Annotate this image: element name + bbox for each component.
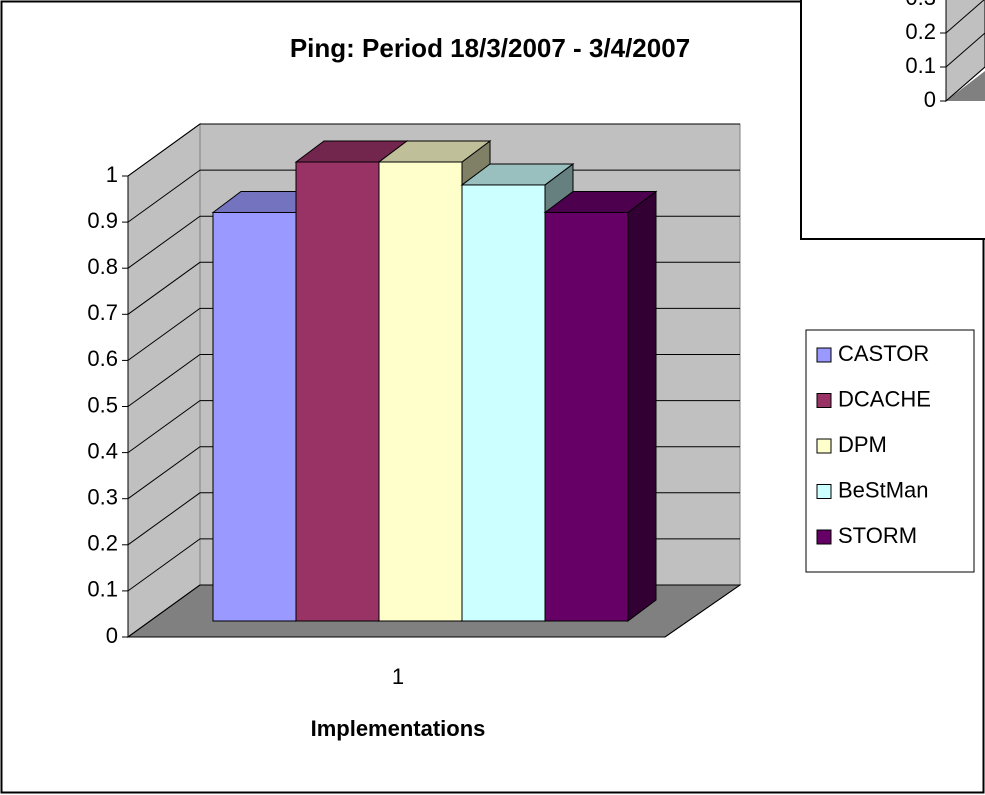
y-tick-label: 0.1 — [87, 577, 118, 602]
grid-line — [127, 123, 740, 177]
legend-label: CASTOR — [838, 341, 929, 366]
background-y-tick-label: 0 — [924, 87, 936, 112]
y-tick-label: 0.2 — [87, 531, 118, 556]
background-y-tick-label: 0.2 — [905, 19, 936, 44]
background-y-tick-label: 0.3 — [905, 0, 936, 10]
legend-swatch — [816, 438, 832, 454]
legend-label: DCACHE — [838, 386, 931, 411]
background-grid-line — [945, 32, 985, 68]
bar-side — [627, 190, 657, 622]
y-tick-label: 0.3 — [87, 485, 118, 510]
background-y-tick-label: 0.1 — [905, 53, 936, 78]
y-tick-label: 0.4 — [87, 438, 118, 463]
legend-label: BeStMan — [838, 477, 929, 502]
y-tick-label: 0 — [106, 623, 118, 648]
legend-swatch — [816, 347, 832, 363]
legend-box — [805, 329, 975, 573]
x-axis-label: Implementations — [311, 716, 486, 741]
background-floor — [946, 71, 985, 101]
bar — [295, 161, 380, 622]
bar — [212, 211, 297, 622]
bar — [544, 211, 629, 622]
y-tick-label: 0.7 — [87, 300, 118, 325]
background-grid-line — [945, 66, 985, 102]
legend-label: DPM — [838, 432, 887, 457]
y-tick-label: 0.6 — [87, 346, 118, 371]
legend-swatch — [816, 393, 832, 408]
background-chart: 0 0.1 0.2 0.3 — [800, 0, 985, 240]
background-grid-line — [945, 0, 985, 34]
legend-swatch — [816, 529, 832, 545]
bar — [378, 161, 463, 622]
chart-title: Ping: Period 18/3/2007 - 3/4/2007 — [290, 33, 690, 63]
legend-swatch — [816, 484, 832, 499]
x-tick-label: 1 — [392, 664, 404, 689]
y-tick-label: 0.8 — [87, 254, 118, 279]
x-axis-depth — [664, 584, 741, 638]
y-tick-label: 1 — [106, 162, 118, 187]
y-tick-label: 0.5 — [87, 392, 118, 417]
bar — [461, 184, 546, 622]
y-tick-label: 0.9 — [87, 208, 118, 233]
legend-label: STORM — [838, 523, 917, 548]
